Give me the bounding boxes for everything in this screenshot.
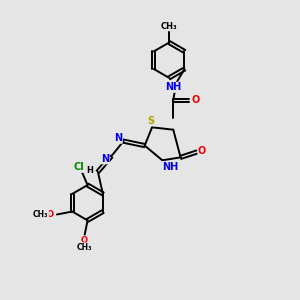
Text: O: O (81, 236, 88, 245)
Text: O: O (47, 210, 54, 219)
Text: N: N (114, 133, 122, 143)
Text: CH₃: CH₃ (33, 210, 49, 219)
Text: O: O (198, 146, 206, 156)
Text: CH₃: CH₃ (77, 243, 92, 252)
Text: CH₃: CH₃ (161, 22, 178, 31)
Text: NH: NH (165, 82, 181, 92)
Text: O: O (191, 95, 200, 105)
Text: S: S (147, 116, 155, 126)
Text: N: N (101, 154, 109, 164)
Text: H: H (86, 166, 93, 175)
Text: Cl: Cl (74, 162, 85, 172)
Text: NH: NH (163, 162, 179, 172)
